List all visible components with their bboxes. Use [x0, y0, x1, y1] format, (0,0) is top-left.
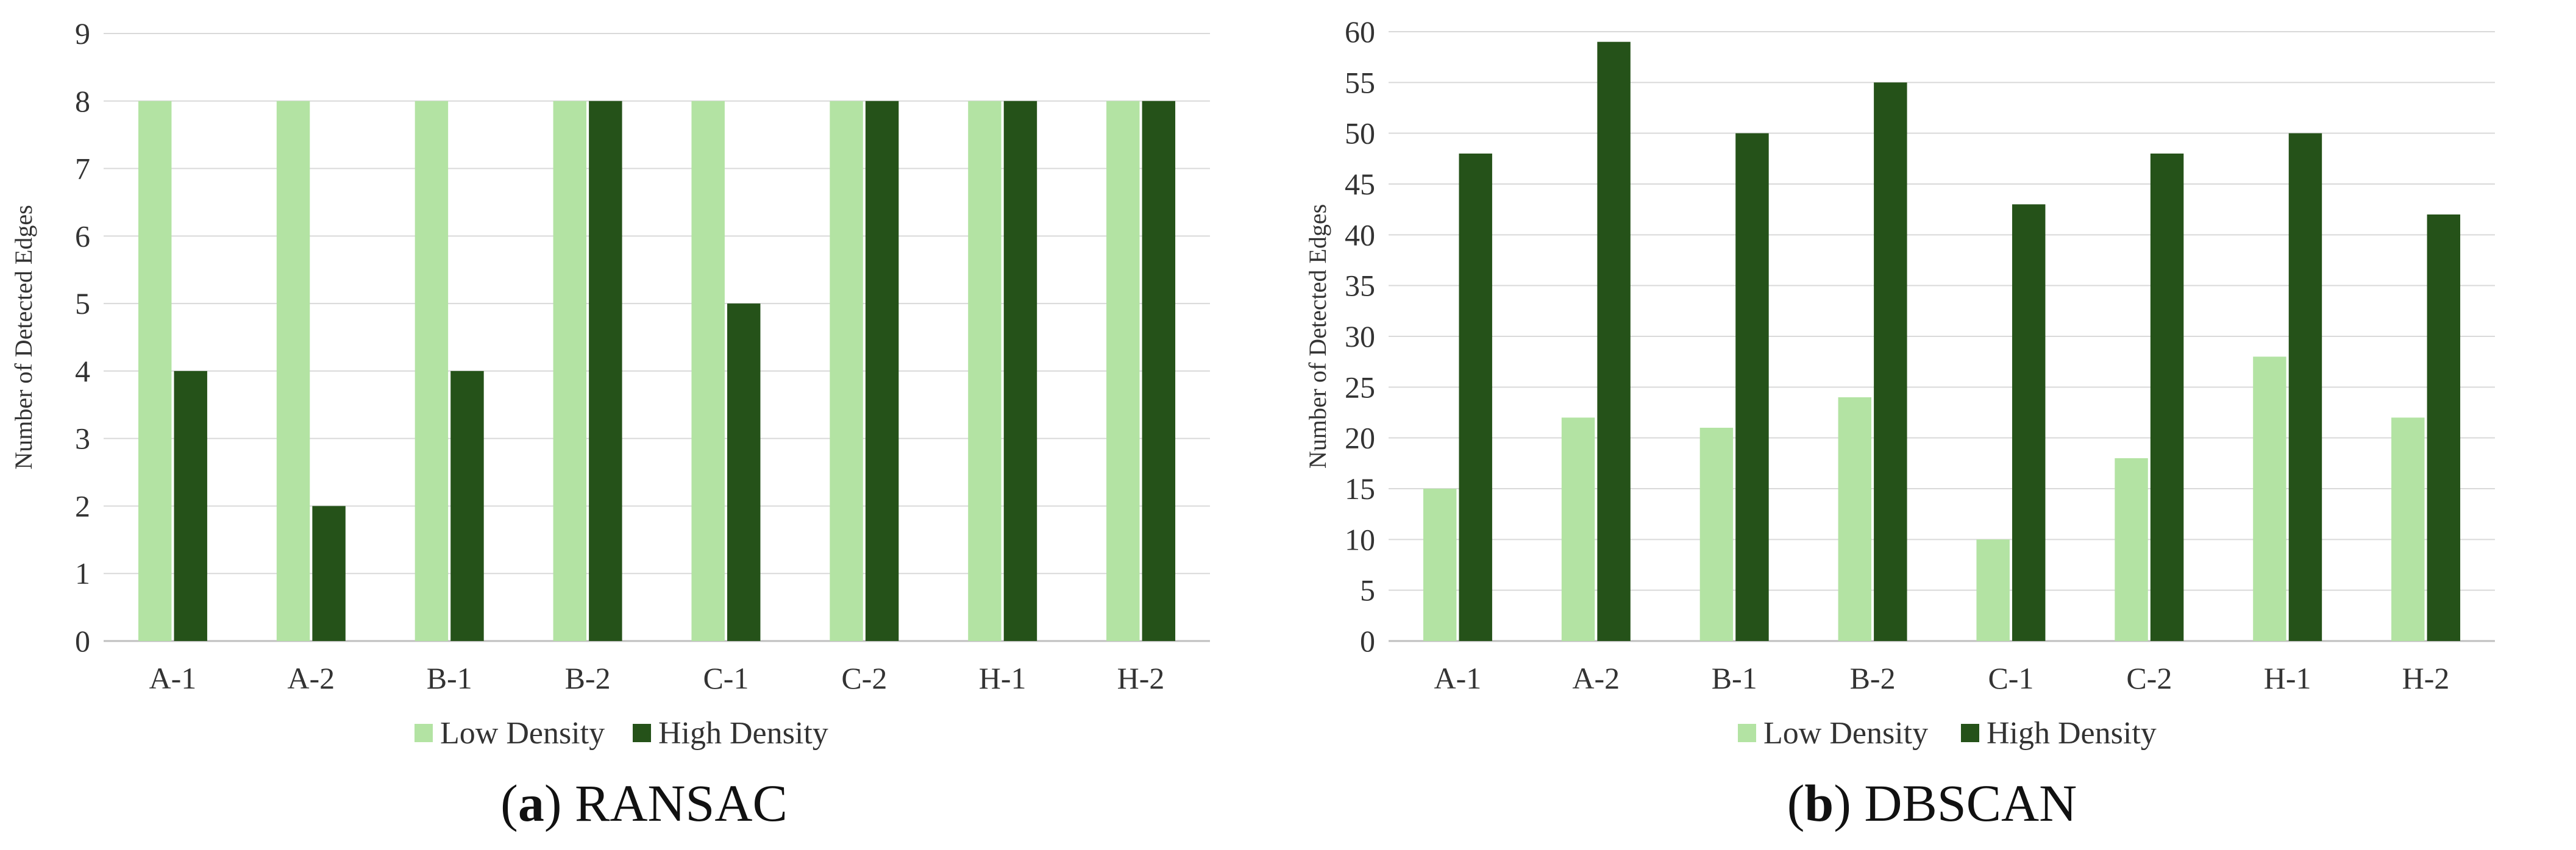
- y-tick-label: 7: [75, 152, 90, 186]
- y-tick-label: 1: [75, 556, 90, 590]
- caption-text: RANSAC: [574, 774, 788, 832]
- legend-label: Low Density: [1763, 716, 1928, 751]
- x-tick-label: H-2: [1117, 661, 1165, 695]
- x-tick-label: B-2: [565, 661, 611, 695]
- bar-high-density: [174, 370, 207, 641]
- bar-low-density: [1699, 428, 1734, 641]
- x-tick-label: A-2: [287, 661, 335, 695]
- bar-high-density: [865, 101, 899, 641]
- bar-high-density: [1874, 82, 1907, 642]
- bar-low-density: [2115, 458, 2148, 641]
- dbscan-bar-chart: 0 5 10 15 20 25 30 35 40 45 50 55 60 Number of Detect…: [1304, 15, 2495, 751]
- x-tick-label: C-1: [703, 661, 749, 695]
- caption-dbscan: (b) DBSCAN: [1787, 774, 2077, 832]
- bar-low-density: [1423, 489, 1457, 641]
- y-tick-label: 20: [1345, 421, 1375, 455]
- legend-swatch: [415, 724, 433, 742]
- y-tick-label: 15: [1345, 472, 1375, 506]
- legend-label: High Density: [1987, 716, 2157, 751]
- x-tick-label: A-2: [1572, 661, 1620, 695]
- y-tick-label: 30: [1345, 319, 1375, 353]
- y-tick-label: 2: [75, 489, 90, 523]
- chart-panel-dbscan: 0 5 10 15 20 25 30 35 40 45 50 55 60 Number of Detect…: [1288, 0, 2576, 850]
- bar-low-density: [830, 101, 863, 641]
- bar-low-density: [138, 101, 172, 641]
- bar-low-density: [1561, 417, 1595, 641]
- caption-ransac: (a) RANSAC: [500, 774, 788, 832]
- x-tick-label: B-1: [1712, 661, 1757, 695]
- bar-high-density: [2150, 154, 2184, 641]
- y-tick-label: 45: [1345, 167, 1375, 201]
- y-tick-label: 6: [75, 219, 90, 253]
- chart-panel-ransac: 0 1 2 3 4 5 6 7 8 9 Number of Detected Edges A-1 A-2…: [10, 16, 1210, 832]
- x-tick-label: H-1: [2264, 661, 2311, 695]
- y-tick-label: 35: [1345, 269, 1375, 303]
- bar-low-density: [276, 101, 310, 641]
- bar-high-density: [2427, 214, 2461, 641]
- x-tick-label: H-1: [979, 661, 1026, 695]
- y-tick-label: 9: [75, 16, 90, 51]
- y-tick-label: 0: [75, 624, 90, 658]
- y-tick-label: 3: [75, 422, 90, 456]
- x-tick-label: B-1: [427, 661, 472, 695]
- x-tick-label: B-2: [1850, 661, 1896, 695]
- ransac-bar-chart: 0 1 2 3 4 5 6 7 8 9 Number of Detected Edges A-1 A-2…: [10, 16, 1210, 751]
- bar-low-density: [691, 101, 725, 641]
- y-tick-label: 25: [1345, 370, 1375, 404]
- bar-high-density: [1597, 41, 1631, 641]
- bar-high-density: [2012, 204, 2046, 641]
- x-tick-label: C-2: [841, 661, 887, 695]
- bar-low-density: [968, 101, 1002, 641]
- y-tick-label: 60: [1345, 15, 1375, 49]
- bar-high-density: [1735, 133, 1769, 641]
- y-tick-label: 4: [75, 354, 90, 388]
- legend-swatch: [1961, 724, 1979, 742]
- y-tick-label: 55: [1345, 65, 1375, 99]
- y-tick-label: 8: [75, 84, 90, 118]
- y-tick-label: 50: [1345, 116, 1375, 151]
- y-axis-label: Number of Detected Edges: [1304, 204, 1331, 469]
- bar-low-density: [1106, 101, 1140, 641]
- x-tick-label: C-1: [1988, 661, 2033, 695]
- bar-high-density: [1459, 154, 1492, 641]
- bar-high-density: [1003, 101, 1037, 641]
- caption-text: DBSCAN: [1864, 774, 2077, 832]
- y-tick-label: 0: [1360, 624, 1375, 658]
- bar-high-density: [2288, 133, 2322, 641]
- y-tick-label: 40: [1345, 218, 1375, 252]
- bar-high-density: [450, 370, 484, 641]
- bar-high-density: [589, 101, 622, 641]
- bar-low-density: [1838, 397, 1872, 641]
- y-tick-label: 5: [1360, 573, 1375, 607]
- x-tick-label: H-2: [2402, 661, 2450, 695]
- legend-swatch: [1738, 724, 1756, 742]
- bar-high-density: [312, 506, 346, 641]
- bar-low-density: [2253, 356, 2286, 641]
- legend-label: Low Density: [440, 716, 605, 751]
- bar-high-density: [1142, 101, 1176, 641]
- bar-low-density: [553, 101, 587, 641]
- x-tick-label: A-1: [1434, 661, 1482, 695]
- legend-label: High Density: [658, 716, 828, 751]
- bar-low-density: [2391, 417, 2425, 641]
- y-axis-label: Number of Detected Edges: [10, 205, 37, 469]
- y-tick-label: 10: [1345, 522, 1375, 556]
- bar-low-density: [1976, 539, 2010, 641]
- caption-letter: a: [518, 774, 544, 832]
- y-tick-label: 5: [75, 286, 90, 321]
- bar-high-density: [727, 303, 761, 642]
- legend-swatch: [633, 724, 651, 742]
- x-tick-label: C-2: [2126, 661, 2172, 695]
- x-tick-label: A-1: [149, 661, 197, 695]
- bar-low-density: [415, 101, 449, 641]
- caption-letter: b: [1804, 774, 1834, 832]
